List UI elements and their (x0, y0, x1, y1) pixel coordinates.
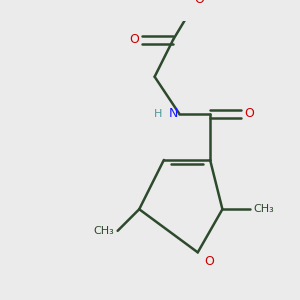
Text: N: N (168, 107, 178, 120)
Text: O: O (195, 0, 205, 6)
Text: O: O (204, 256, 214, 268)
Text: CH₃: CH₃ (94, 226, 115, 236)
Text: O: O (244, 107, 254, 120)
Text: H: H (154, 109, 162, 119)
Text: O: O (129, 33, 139, 46)
Text: CH₃: CH₃ (253, 204, 274, 214)
